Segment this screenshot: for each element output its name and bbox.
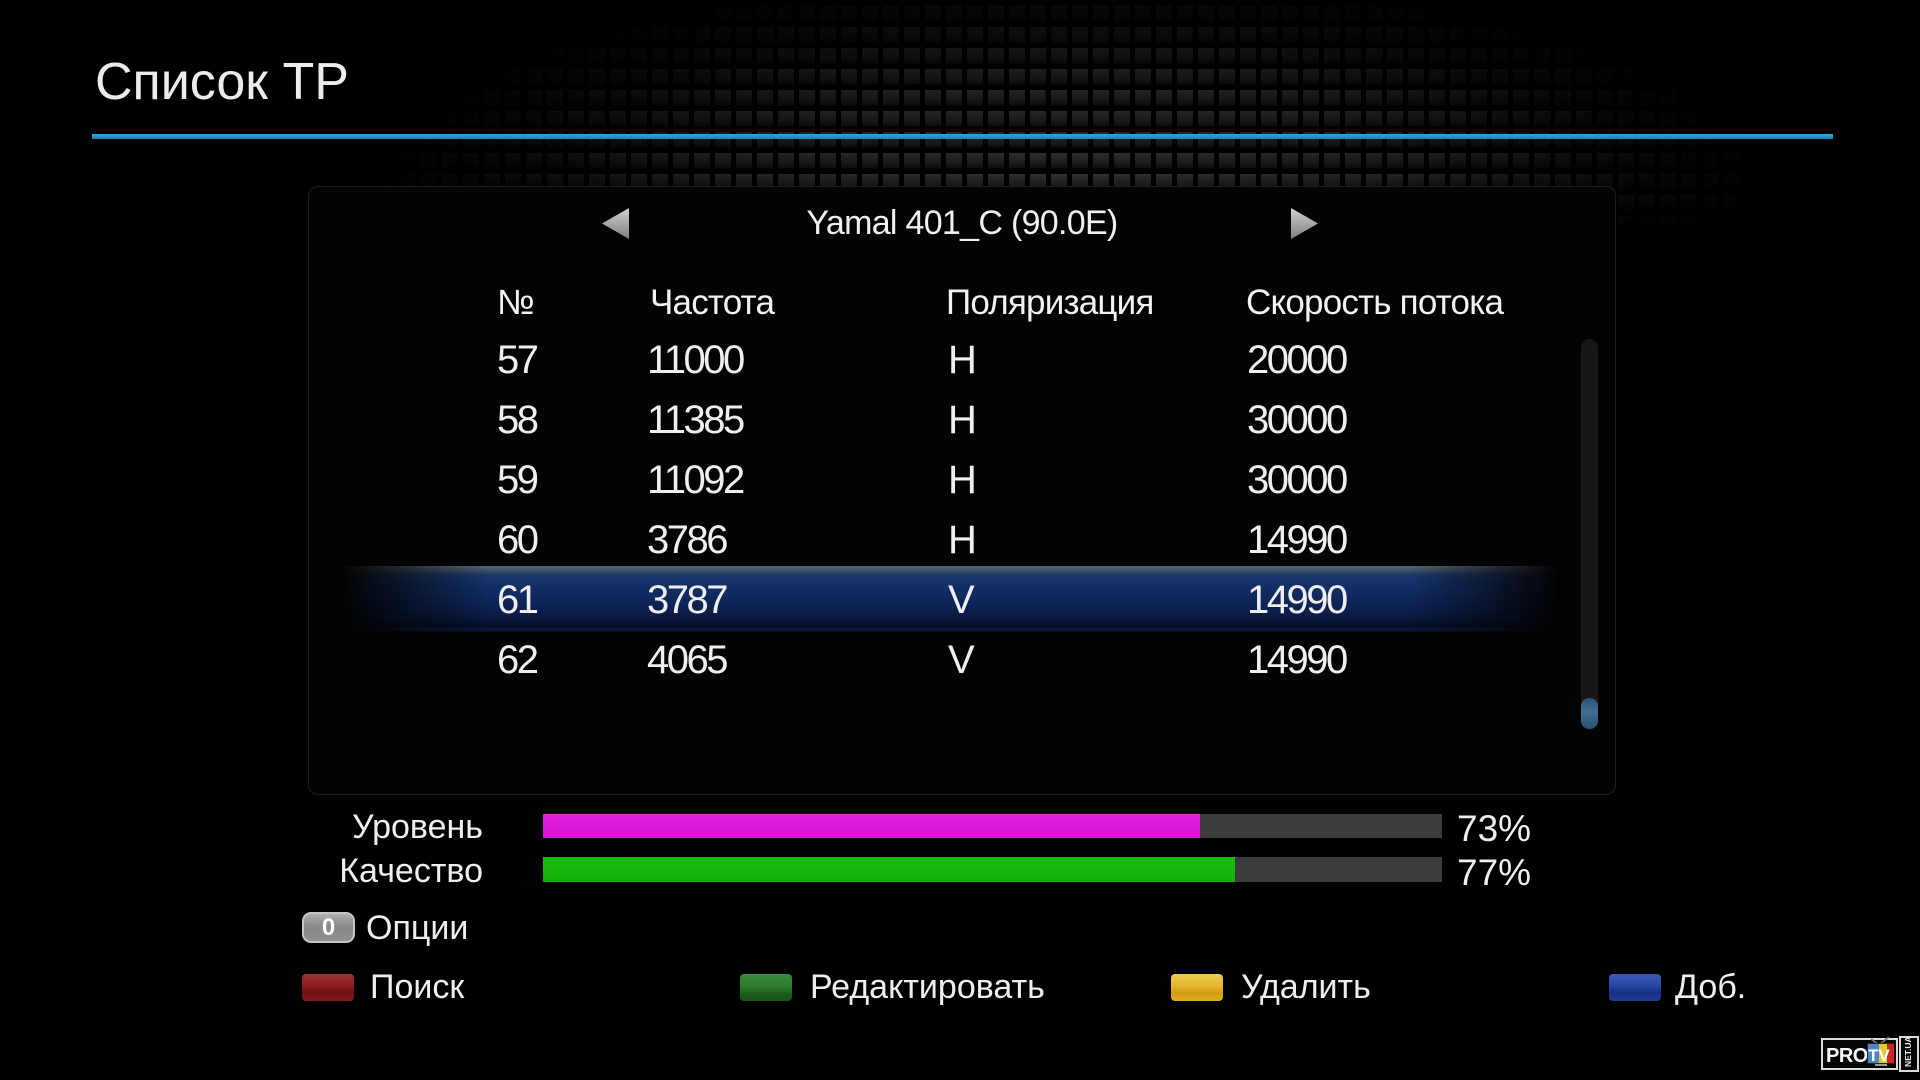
svg-text:PRO: PRO <box>1826 1045 1868 1067</box>
svg-text:NET.UA: NET.UA <box>1903 1036 1913 1067</box>
svg-text:TV: TV <box>1868 1046 1890 1065</box>
